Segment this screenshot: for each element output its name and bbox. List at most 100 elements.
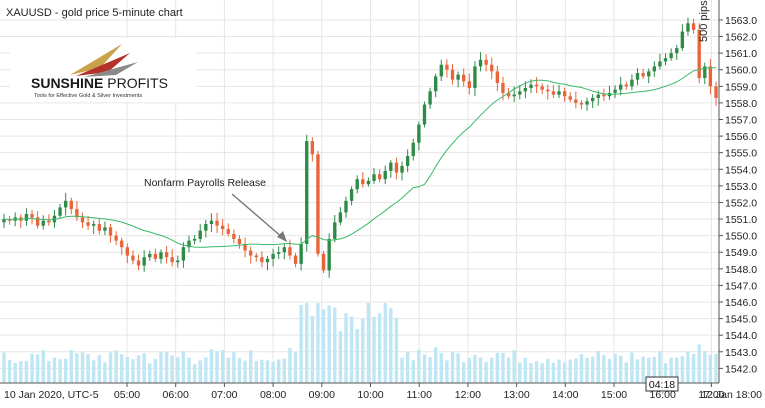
volume-scale-label: 500 pips — [698, 0, 710, 42]
candlesticks — [2, 17, 718, 278]
candle-body — [181, 247, 186, 261]
volume-bar — [680, 356, 685, 383]
chart-title: XAUUSD - gold price 5-minute chart — [6, 7, 183, 19]
volume-bar — [299, 304, 303, 383]
candle-body — [120, 240, 124, 248]
candle-body — [428, 91, 432, 105]
candle-body — [86, 222, 90, 226]
volume-bar — [125, 357, 130, 383]
volume-bar — [635, 359, 640, 383]
y-tick-label: 1551.0 — [725, 214, 757, 226]
annotation-arrow-line — [231, 193, 284, 239]
logo-tagline: Tools for Effective Gold & Silver Invest… — [34, 93, 142, 99]
candle-body — [254, 255, 258, 258]
candle-body — [439, 64, 443, 77]
candle-body — [630, 79, 634, 87]
candle-body — [518, 91, 522, 95]
y-tick-label: 1547.0 — [725, 280, 757, 292]
volume-bar — [428, 357, 432, 383]
x-tick-label: 09:00 — [309, 389, 335, 401]
candle-body — [484, 59, 488, 65]
volume-bar — [293, 352, 298, 383]
volume-bar — [176, 357, 180, 383]
volume-bar — [305, 303, 309, 383]
volume-bar — [652, 356, 657, 383]
volume-bar — [394, 317, 399, 383]
volume-bar — [607, 358, 612, 383]
volume-bar — [58, 359, 62, 383]
volume-bar — [41, 350, 45, 383]
candle-body — [411, 142, 415, 156]
x-tick-label: 14:00 — [552, 389, 578, 401]
candle-body — [422, 104, 427, 125]
volume-bar — [478, 357, 483, 383]
candle-body — [333, 222, 337, 239]
volume-bar — [226, 357, 230, 383]
volume-bar — [19, 361, 23, 383]
volume-bar — [411, 360, 415, 383]
candle-body — [434, 76, 438, 92]
volume-bar — [579, 354, 584, 383]
volume-bar — [422, 354, 427, 383]
x-tick-label: 07:00 — [211, 389, 237, 401]
candle-body — [635, 73, 640, 80]
candle-body — [97, 224, 101, 231]
candle-body — [663, 58, 668, 62]
candle-body — [321, 253, 326, 271]
volume-bar — [349, 316, 354, 383]
volume-bar — [198, 360, 202, 383]
volume-bar — [613, 354, 617, 383]
candle-body — [237, 238, 242, 244]
volume-bar — [585, 357, 589, 383]
candle-body — [338, 212, 343, 223]
candle-body — [546, 89, 550, 92]
volume-bar — [75, 353, 79, 383]
candle-body — [204, 224, 208, 231]
candle-body — [131, 255, 135, 261]
volume-bar — [159, 352, 163, 383]
crosshair-time-frame — [645, 376, 679, 392]
volume-bar — [484, 362, 488, 383]
candle-body — [579, 102, 584, 105]
crosshair-time-box: 04:18 — [645, 376, 679, 392]
volume-bar — [641, 356, 645, 383]
volume-bar — [596, 350, 600, 383]
candle-body — [114, 235, 118, 241]
volume-bar — [344, 313, 348, 383]
candle-body — [506, 92, 511, 97]
volume-bar — [400, 357, 404, 383]
candle-body — [394, 162, 399, 173]
volume-bar — [534, 361, 539, 383]
volume-bar — [495, 352, 500, 383]
candle-body — [366, 180, 371, 185]
x-tick-label: 06:00 — [163, 389, 189, 401]
candle-body — [647, 71, 651, 77]
candle-body — [349, 189, 354, 201]
y-tick-label: 1558.0 — [725, 98, 757, 110]
candle-body — [30, 214, 34, 218]
volume-bar — [69, 350, 73, 383]
candle-body — [277, 252, 281, 254]
candle-body — [703, 66, 707, 79]
candle-body — [691, 23, 696, 30]
volume-bar — [501, 353, 505, 383]
candle-body — [478, 59, 483, 67]
volume-bar — [562, 362, 567, 383]
volume-bar — [192, 364, 197, 383]
candle-body — [641, 73, 645, 77]
candle-body — [529, 84, 533, 88]
y-tick-label: 1543.0 — [725, 347, 757, 359]
volume-bar — [35, 354, 40, 383]
candle-body — [310, 141, 315, 155]
volume-bar — [288, 348, 292, 383]
candle-body — [170, 257, 174, 263]
candle-body — [361, 179, 365, 185]
candle-body — [697, 29, 701, 79]
volume-bar — [271, 361, 275, 383]
y-tick-label: 1545.0 — [725, 314, 757, 326]
candle-body — [574, 99, 578, 103]
volume-bar — [602, 355, 606, 383]
volume-bar — [232, 351, 236, 383]
logo-swoosh-gray — [84, 62, 138, 77]
candle-body — [293, 255, 298, 264]
